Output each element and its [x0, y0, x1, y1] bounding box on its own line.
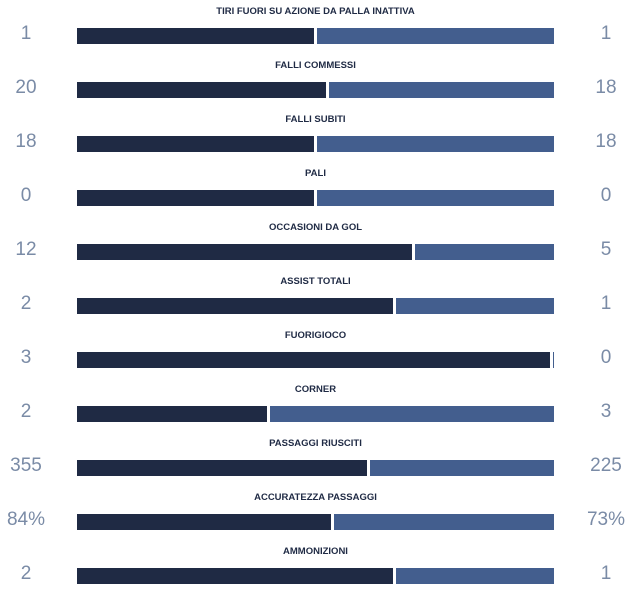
- bar-separator: [331, 514, 334, 530]
- home-value: 2: [20, 293, 32, 314]
- bar-separator: [393, 298, 396, 314]
- home-bar: [77, 568, 393, 584]
- home-value: 3: [20, 347, 32, 368]
- home-value: 20: [15, 77, 37, 98]
- stat-row: OCCASIONI DA GOL 12 5: [0, 220, 632, 274]
- home-bar: [77, 28, 314, 44]
- away-value: 1: [600, 293, 612, 314]
- home-value: 2: [20, 563, 32, 584]
- home-value: 355: [10, 455, 42, 476]
- away-bar: [370, 460, 554, 476]
- stat-row: FALLI SUBITI 18 18: [0, 112, 632, 166]
- away-value: 18: [595, 77, 617, 98]
- away-value: 225: [590, 455, 622, 476]
- away-value: 0: [600, 185, 612, 206]
- home-bar: [77, 244, 412, 260]
- bar-separator: [267, 406, 270, 422]
- stat-bar: [77, 568, 554, 584]
- away-value: 18: [595, 131, 617, 152]
- home-value: 0: [20, 185, 32, 206]
- stat-bar: [77, 406, 554, 422]
- away-bar: [329, 82, 554, 98]
- away-value: 73%: [586, 509, 626, 530]
- home-bar: [77, 406, 267, 422]
- stat-label: ASSIST TOTALI: [280, 276, 351, 287]
- stat-bar: [77, 352, 554, 368]
- away-bar: [396, 568, 554, 584]
- away-value: 3: [600, 401, 612, 422]
- away-bar: [317, 136, 554, 152]
- stat-label: FUORIGIOCO: [284, 330, 347, 341]
- stat-bar: [77, 82, 554, 98]
- bar-separator: [367, 460, 370, 476]
- stat-row: TIRI FUORI SU AZIONE DA PALLA INATTIVA 1…: [0, 4, 632, 58]
- stat-row: PASSAGGI RIUSCITI 355 225: [0, 436, 632, 490]
- away-bar: [270, 406, 554, 422]
- home-bar: [77, 460, 367, 476]
- home-value: 1: [20, 23, 32, 44]
- home-value: 18: [15, 131, 37, 152]
- stat-bar: [77, 298, 554, 314]
- away-value: 1: [600, 563, 612, 584]
- stat-label: ACCURATEZZA PASSAGGI: [254, 492, 377, 503]
- home-value: 84%: [6, 509, 46, 530]
- away-value: 5: [600, 239, 612, 260]
- stat-label: FALLI SUBITI: [285, 114, 346, 125]
- stat-row: FALLI COMMESSI 20 18: [0, 58, 632, 112]
- away-bar: [334, 514, 554, 530]
- away-value: 0: [600, 347, 612, 368]
- stat-label: PALI: [305, 168, 326, 179]
- stat-bar: [77, 28, 554, 44]
- home-value: 12: [15, 239, 37, 260]
- bar-separator: [412, 244, 415, 260]
- away-bar: [317, 28, 554, 44]
- stat-row: CORNER 2 3: [0, 382, 632, 436]
- bar-separator: [550, 352, 553, 368]
- stat-label: OCCASIONI DA GOL: [268, 222, 363, 233]
- stat-row: PALI 0 0: [0, 166, 632, 220]
- stat-label: FALLI COMMESSI: [275, 60, 356, 71]
- home-bar: [77, 190, 314, 206]
- home-bar: [77, 352, 550, 368]
- stat-row: ASSIST TOTALI 2 1: [0, 274, 632, 328]
- bar-separator: [314, 190, 317, 206]
- stat-label: CORNER: [294, 384, 337, 395]
- stat-row: AMMONIZIONI 2 1: [0, 544, 632, 598]
- bar-separator: [314, 136, 317, 152]
- stat-bar: [77, 244, 554, 260]
- stat-label: PASSAGGI RIUSCITI: [269, 438, 362, 449]
- home-value: 2: [20, 401, 32, 422]
- stat-bar: [77, 136, 554, 152]
- away-value: 1: [600, 23, 612, 44]
- away-bar: [317, 190, 554, 206]
- away-bar: [396, 298, 554, 314]
- home-bar: [77, 298, 393, 314]
- stat-label: TIRI FUORI SU AZIONE DA PALLA INATTIVA: [216, 6, 415, 17]
- bar-separator: [326, 82, 329, 98]
- home-bar: [77, 136, 314, 152]
- home-bar: [77, 514, 331, 530]
- stat-label: AMMONIZIONI: [283, 546, 348, 557]
- stat-row: FUORIGIOCO 3 0: [0, 328, 632, 382]
- stat-row: ACCURATEZZA PASSAGGI 84% 73%: [0, 490, 632, 544]
- stat-bar: [77, 514, 554, 530]
- stat-bar: [77, 460, 554, 476]
- bar-separator: [314, 28, 317, 44]
- home-bar: [77, 82, 326, 98]
- away-bar: [415, 244, 554, 260]
- stat-bar: [77, 190, 554, 206]
- bar-separator: [393, 568, 396, 584]
- away-bar: [553, 352, 554, 368]
